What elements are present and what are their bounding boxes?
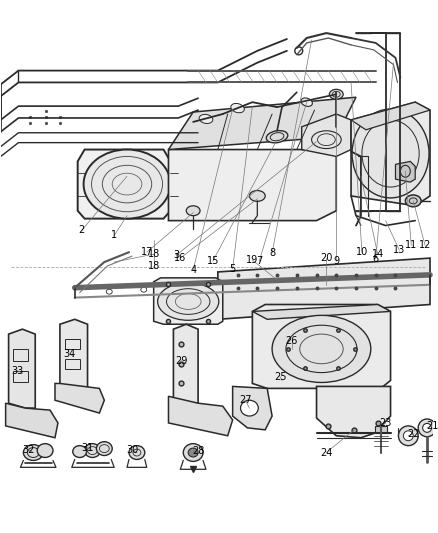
Ellipse shape (37, 443, 53, 457)
Ellipse shape (73, 446, 87, 457)
Text: 21: 21 (426, 421, 438, 431)
Text: 19: 19 (246, 255, 258, 265)
Text: 26: 26 (286, 336, 298, 346)
Text: 6: 6 (373, 254, 379, 264)
Text: 31: 31 (81, 442, 94, 453)
Bar (13, 370, 28, 383)
Polygon shape (6, 403, 58, 438)
Text: 12: 12 (419, 240, 431, 251)
Ellipse shape (199, 115, 213, 124)
Text: 1: 1 (111, 230, 117, 240)
Text: 27: 27 (239, 395, 252, 405)
Polygon shape (252, 304, 391, 389)
Polygon shape (154, 278, 223, 324)
Polygon shape (169, 396, 233, 436)
Polygon shape (169, 97, 356, 150)
Text: 22: 22 (407, 429, 420, 439)
Text: 2: 2 (78, 225, 85, 236)
Text: 24: 24 (320, 448, 332, 457)
Polygon shape (396, 161, 415, 182)
Ellipse shape (23, 445, 43, 461)
Ellipse shape (418, 419, 436, 437)
Ellipse shape (183, 443, 203, 462)
Text: 34: 34 (64, 349, 76, 359)
Text: 15: 15 (207, 256, 219, 266)
Polygon shape (302, 114, 351, 157)
Ellipse shape (403, 431, 413, 441)
Ellipse shape (188, 448, 198, 457)
Ellipse shape (129, 446, 145, 459)
Text: 23: 23 (379, 418, 392, 428)
Text: 32: 32 (22, 445, 35, 455)
Ellipse shape (329, 90, 343, 99)
Ellipse shape (352, 109, 429, 198)
Ellipse shape (272, 316, 371, 383)
Ellipse shape (96, 442, 112, 456)
Bar (13, 349, 28, 361)
Ellipse shape (84, 150, 170, 219)
Ellipse shape (85, 443, 100, 457)
Text: 3: 3 (173, 250, 180, 260)
Polygon shape (55, 383, 104, 413)
Polygon shape (218, 258, 430, 319)
Polygon shape (78, 150, 170, 219)
Ellipse shape (266, 131, 288, 143)
Bar (65, 359, 80, 369)
Text: 11: 11 (405, 240, 417, 251)
Ellipse shape (405, 195, 421, 207)
Text: 16: 16 (174, 253, 187, 263)
Ellipse shape (301, 98, 312, 107)
Text: 10: 10 (356, 247, 368, 257)
Ellipse shape (240, 400, 258, 416)
Polygon shape (351, 102, 430, 130)
Polygon shape (233, 386, 272, 430)
Text: 14: 14 (371, 249, 384, 259)
Bar (65, 339, 80, 349)
Ellipse shape (158, 283, 219, 320)
Text: 4: 4 (190, 265, 196, 275)
Text: 25: 25 (274, 372, 286, 382)
Bar (375, 426, 387, 433)
Ellipse shape (186, 206, 200, 216)
Ellipse shape (231, 103, 244, 113)
Polygon shape (351, 102, 430, 206)
Text: 20: 20 (320, 253, 332, 263)
Text: 18: 18 (148, 261, 160, 271)
Text: 5: 5 (230, 264, 236, 274)
Text: 8: 8 (269, 248, 275, 258)
Text: 29: 29 (175, 356, 187, 366)
Polygon shape (173, 324, 198, 403)
Text: 7: 7 (256, 256, 262, 266)
Polygon shape (169, 137, 336, 221)
Text: 33: 33 (11, 366, 24, 376)
Text: 9: 9 (333, 256, 339, 266)
Text: 28: 28 (192, 446, 204, 456)
Text: 17: 17 (141, 247, 153, 257)
Polygon shape (9, 329, 35, 408)
Ellipse shape (399, 426, 418, 446)
Ellipse shape (423, 423, 431, 432)
Polygon shape (252, 304, 391, 319)
Polygon shape (317, 386, 391, 438)
Text: 13: 13 (393, 245, 406, 255)
Ellipse shape (249, 190, 265, 201)
Text: 30: 30 (126, 445, 138, 455)
Text: 18: 18 (148, 249, 160, 259)
Polygon shape (60, 319, 88, 389)
